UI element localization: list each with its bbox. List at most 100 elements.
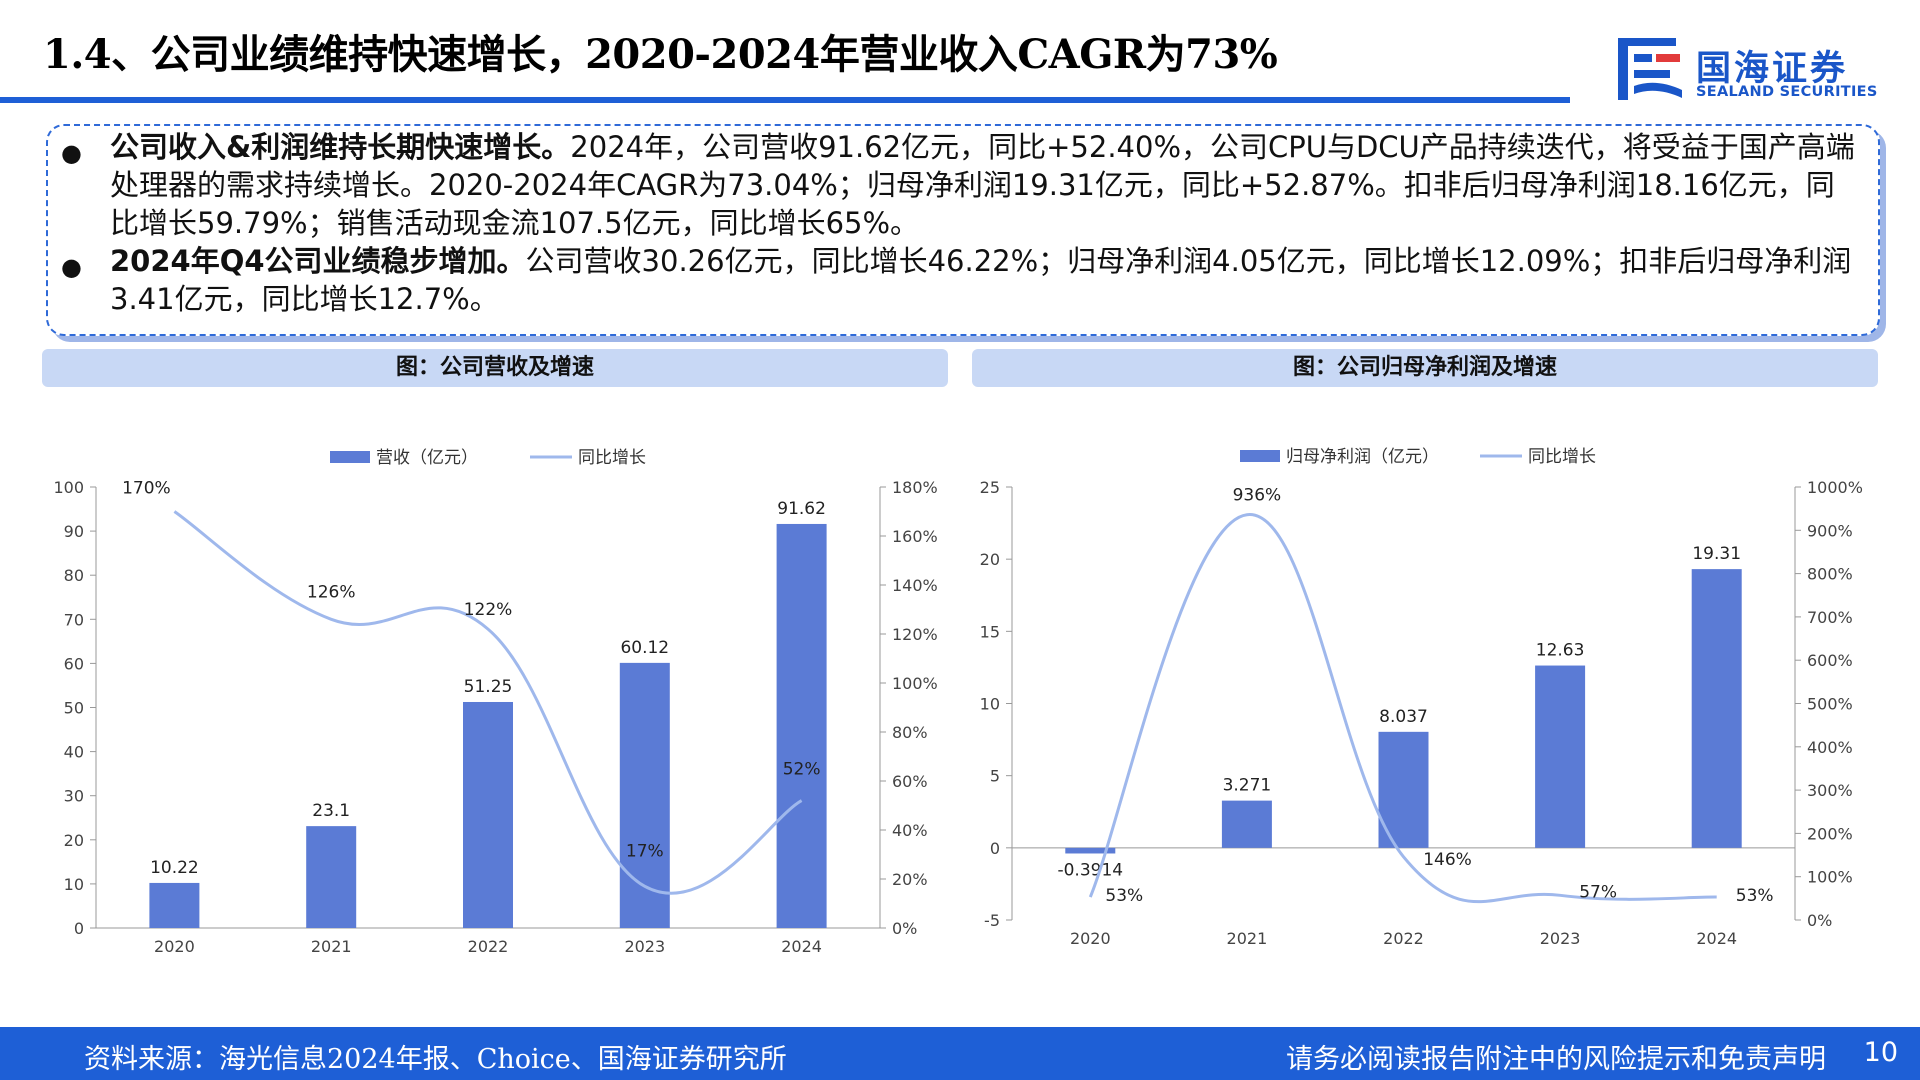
y-tick-label: 80 [64, 566, 84, 585]
y-tick-label: 0 [990, 839, 1000, 858]
growth-line [173, 510, 803, 895]
y2-tick-label: 100% [892, 674, 938, 693]
bullet-heading: 公司收入&利润维持长期快速增长。 [110, 130, 571, 164]
source-note: 资料来源：海光信息2024年报、Choice、国海证券研究所 [84, 1044, 787, 1075]
y-tick-label: 25 [980, 478, 1000, 497]
legend-bar-label: 营收（亿元） [376, 448, 478, 468]
y-tick-label: 5 [990, 767, 1000, 786]
footer-bar: 资料来源：海光信息2024年报、Choice、国海证券研究所 请务必阅读报告附注… [0, 1027, 1920, 1080]
y2-tick-label: 800% [1807, 565, 1853, 584]
y2-tick-label: 180% [892, 478, 938, 497]
bar [1221, 800, 1272, 848]
bullet-dot-icon: ● [61, 253, 82, 281]
chart-legend: 归母净利润（亿元） 同比增长 [1240, 447, 1596, 467]
legend-bar-swatch [1240, 450, 1280, 462]
y-tick-label: 90 [64, 522, 84, 541]
bar-data-label: 91.62 [777, 499, 826, 519]
net-profit-chart: 归母净利润（亿元） 同比增长 -5 0 5 10 15 20 25 0% 100% 200% 300% 4… [980, 447, 1863, 948]
line-data-label: 122% [464, 600, 513, 620]
y-tick-label: 20 [980, 550, 1000, 569]
logo-cn-text: 国海证券 [1696, 49, 1849, 89]
bar-data-label: 12.63 [1536, 641, 1585, 661]
revenue-chart: 营收（亿元） 同比增长 0 10 20 30 40 50 60 70 80 90 100 0% 20% 40%… [53, 448, 938, 956]
y-tick-label: 60 [64, 654, 84, 673]
logo-en-text: SEALAND SECURITIES [1696, 84, 1878, 100]
y2-tick-label: 160% [892, 527, 938, 546]
bullet-dot-icon: ● [61, 139, 82, 167]
bar [149, 882, 200, 928]
title-underline [0, 97, 1570, 103]
line-data-label: 146% [1423, 850, 1472, 870]
legend-line-label: 同比增长 [1528, 447, 1596, 467]
y2-tick-label: 0% [892, 919, 917, 938]
bar-data-label: 60.12 [620, 638, 669, 658]
line-data-label: 170% [122, 479, 171, 499]
y2-tick-label: 900% [1807, 521, 1853, 540]
y-tick-label: 10 [980, 695, 1000, 714]
y-tick-label: 20 [64, 831, 84, 850]
x-tick-label: 2020 [1070, 929, 1111, 948]
bar-data-label: 8.037 [1379, 707, 1428, 727]
bullet-text: 2024年，公司营收91.62亿元，同比+52.40%，公司CPU与DCU产品持… [110, 130, 1855, 240]
y-tick-label: 40 [64, 743, 84, 762]
line-data-label: 53% [1105, 886, 1143, 906]
x-tick-label: 2024 [781, 937, 822, 956]
y2-tick-label: 700% [1807, 608, 1853, 627]
sealand-logo-icon [1618, 38, 1682, 100]
y2-tick-label: 100% [1807, 868, 1853, 887]
summary-box [46, 124, 1880, 336]
line-data-label: 57% [1579, 882, 1617, 902]
legend-bar-swatch [330, 451, 370, 463]
bar-data-label: 23.1 [312, 801, 350, 821]
disclaimer-text: 请务必阅读报告附注中的风险提示和免责声明 [1286, 1044, 1826, 1075]
chart-legend: 营收（亿元） 同比增长 [330, 448, 646, 468]
y-tick-label: 10 [64, 875, 84, 894]
bar-data-label: -0.3914 [1057, 860, 1123, 880]
bar [463, 701, 513, 928]
legend-bar-label: 归母净利润（亿元） [1286, 447, 1439, 467]
summary-bullets: ● 公司收入&利润维持长期快速增长。2024年，公司营收91.62亿元，同比+5… [56, 128, 1856, 318]
y2-tick-label: 140% [892, 576, 938, 595]
x-tick-label: 2022 [468, 937, 509, 956]
growth-line [1088, 513, 1717, 904]
y-tick-label: 15 [980, 622, 1000, 641]
bar [1065, 847, 1116, 854]
bar [306, 826, 357, 928]
y2-tick-label: 400% [1807, 738, 1853, 757]
bar-data-label: 10.22 [150, 858, 199, 878]
y-tick-label: 70 [64, 610, 84, 629]
line-data-label: 126% [307, 582, 356, 602]
bar [619, 662, 670, 928]
y2-tick-label: 60% [892, 772, 928, 791]
line-data-label: 52% [783, 760, 821, 780]
bar-data-label: 51.25 [464, 677, 513, 697]
page-title: 1.4、公司业绩维持快速增长，2020-2024年营业收入CAGR为73% [43, 31, 1278, 78]
bullet-text: 公司营收30.26亿元，同比增长46.22%；归母净利润4.05亿元，同比增长1… [110, 244, 1852, 316]
y-tick-label: 0 [74, 919, 84, 938]
x-tick-label: 2021 [1227, 929, 1268, 948]
brand-logo: 国海证券 SEALAND SECURITIES [1612, 34, 1892, 104]
y2-tick-label: 600% [1807, 651, 1853, 670]
bullet-item: ● 2024年Q4公司业绩稳步增加。公司营收30.26亿元，同比增长46.22%… [56, 242, 1856, 318]
y2-tick-label: 80% [892, 723, 928, 742]
y-tick-label: 30 [64, 787, 84, 806]
bullet-heading: 2024年Q4公司业绩稳步增加。 [110, 244, 526, 278]
bar [1535, 665, 1586, 848]
x-tick-label: 2023 [624, 937, 665, 956]
bar-data-label: 3.271 [1223, 776, 1272, 796]
right-chart-title: 图：公司归母净利润及增速 [972, 349, 1878, 387]
x-tick-label: 2021 [311, 937, 352, 956]
line-data-label: 936% [1233, 486, 1282, 506]
y-tick-label: -5 [984, 911, 1000, 930]
y2-tick-label: 20% [892, 870, 928, 889]
y-tick-label: 100 [53, 478, 84, 497]
x-tick-label: 2023 [1540, 929, 1581, 948]
y2-tick-label: 500% [1807, 695, 1853, 714]
x-tick-label: 2024 [1696, 929, 1737, 948]
y2-tick-label: 1000% [1807, 478, 1863, 497]
y2-tick-label: 200% [1807, 824, 1853, 843]
y2-tick-label: 300% [1807, 781, 1853, 800]
bar [1691, 569, 1742, 848]
bullet-item: ● 公司收入&利润维持长期快速增长。2024年，公司营收91.62亿元，同比+5… [56, 128, 1856, 242]
x-tick-label: 2022 [1383, 929, 1424, 948]
